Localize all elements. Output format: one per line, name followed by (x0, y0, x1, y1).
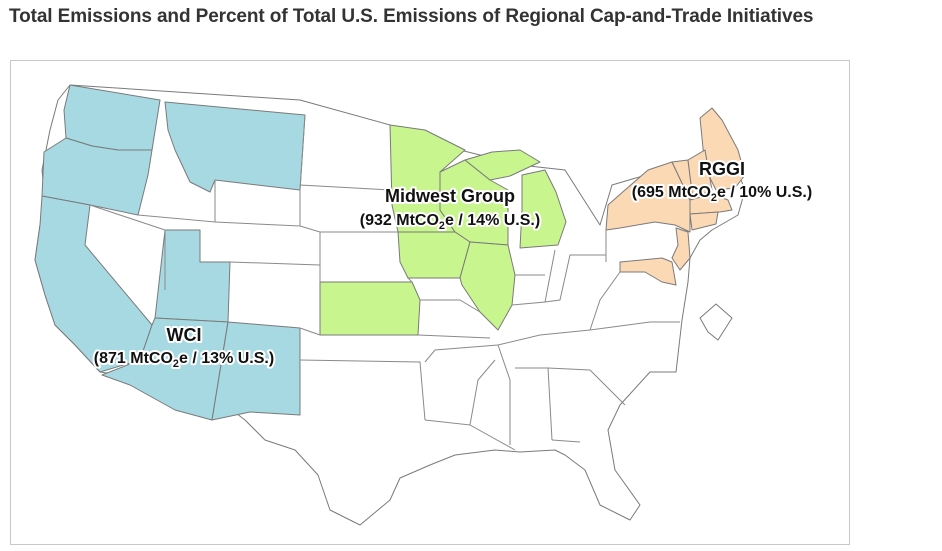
state-boundaries (89, 114, 680, 451)
state-illinois (459, 241, 516, 331)
state-california (34, 195, 153, 373)
state-new-mexico (211, 321, 301, 421)
region-value-rggi: (695 MtCO2e / 10% U.S.) (632, 184, 812, 204)
region-name-wci: WCI (167, 325, 202, 345)
region-label-wci: WCI (871 MtCO2e / 13% U.S.) (92, 323, 276, 372)
state-kansas (319, 281, 421, 336)
state-delaware-maryland (619, 257, 677, 286)
region-label-rggi: RGGI (695 MtCO2e / 10% U.S.) (630, 157, 814, 206)
state-michigan-lower (519, 169, 567, 249)
state-new-hampshire (687, 149, 713, 199)
region-value-midwest: (932 MtCO2e / 14% U.S.) (360, 212, 540, 232)
page-title: Total Emissions and Percent of Total U.S… (9, 6, 814, 27)
state-iowa (397, 231, 471, 279)
state-new-york (605, 161, 691, 233)
region-name-midwest: Midwest Group (385, 186, 515, 206)
state-michigan-upper (464, 149, 541, 181)
state-new-jersey (671, 227, 691, 271)
region-value-wci: (871 MtCO2e / 13% U.S.) (94, 350, 274, 370)
region-label-midwest: Midwest Group (932 MtCO2e / 14% U.S.) (358, 184, 542, 234)
region-name-rggi: RGGI (699, 159, 745, 179)
state-connecticut-ri (689, 211, 719, 231)
state-inset (699, 303, 733, 341)
